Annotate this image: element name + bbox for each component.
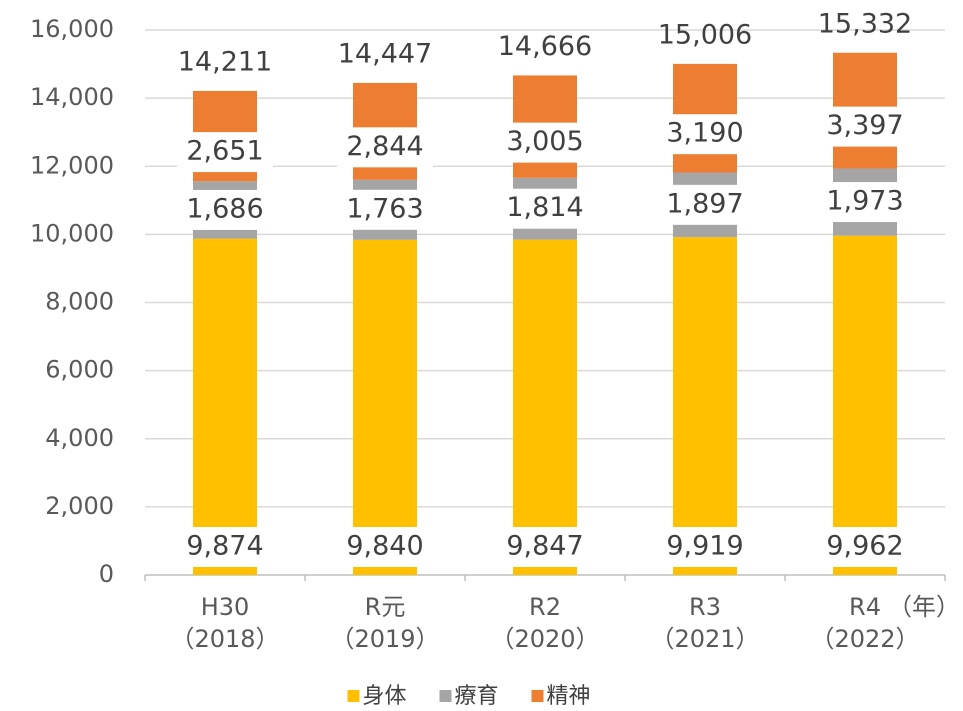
label-bg	[497, 188, 593, 229]
label-bg	[817, 527, 913, 567]
value-label: 14,211	[178, 46, 272, 77]
label-bg	[657, 114, 753, 155]
value-label: 9,840	[346, 531, 423, 562]
value-label: 9,962	[826, 531, 903, 562]
label-bg	[337, 127, 433, 168]
x-tick-label: R3	[689, 593, 721, 621]
legend-label: 療育	[455, 684, 499, 709]
value-label: 1,897	[666, 188, 743, 219]
value-label: 9,874	[186, 531, 263, 562]
bar-segment	[353, 239, 417, 575]
value-label: 2,844	[346, 131, 423, 162]
legend-swatch	[439, 690, 452, 702]
value-label: 9,847	[506, 531, 583, 562]
y-tick-label: 4,000	[45, 424, 114, 452]
value-label: 1,973	[826, 186, 903, 217]
value-label: 1,763	[346, 193, 423, 224]
bar-segment	[513, 239, 577, 576]
value-label: 3,190	[666, 118, 743, 149]
label-bg	[817, 106, 913, 147]
label-bg	[657, 527, 753, 567]
y-tick-label: 8,000	[45, 288, 114, 316]
x-tick-label: （2022）	[810, 625, 919, 653]
value-label: 2,651	[186, 136, 263, 167]
value-label: 14,666	[498, 31, 592, 62]
y-tick-label: 12,000	[30, 151, 114, 179]
value-label: 9,919	[666, 531, 743, 562]
x-tick-label: R2	[529, 593, 561, 621]
value-label: 15,332	[818, 8, 912, 39]
label-bg	[497, 527, 593, 567]
x-tick-label: （2018）	[170, 625, 279, 653]
y-tick-label: 14,000	[30, 83, 114, 111]
y-tick-label: 0	[99, 560, 114, 588]
value-label: 1,686	[186, 193, 263, 224]
x-tick-label: R4	[849, 593, 881, 621]
y-tick-label: 6,000	[45, 356, 114, 384]
legend-swatch	[531, 690, 544, 702]
x-tick-label: H30	[201, 593, 250, 621]
label-bg	[177, 189, 273, 230]
value-label: 3,397	[826, 110, 903, 141]
y-tick-label: 10,000	[30, 219, 114, 247]
label-bg	[497, 122, 593, 163]
bar-segment	[193, 238, 257, 575]
x-tick-label: R元	[365, 593, 406, 621]
y-tick-label: 2,000	[45, 492, 114, 520]
label-bg	[657, 184, 753, 225]
x-tick-label: （2020）	[490, 625, 599, 653]
value-label: 1,814	[506, 192, 583, 223]
label-bg	[337, 527, 433, 567]
legend-swatch	[347, 690, 360, 702]
bar-segment	[833, 235, 897, 575]
x-tick-label: （2019）	[330, 625, 439, 653]
label-bg	[817, 182, 913, 223]
bar-segment	[673, 237, 737, 575]
label-bg	[337, 189, 433, 230]
value-label: 15,006	[658, 19, 752, 50]
x-tick-label: （2021）	[650, 625, 759, 653]
value-label: 3,005	[506, 126, 583, 157]
x-unit: （年）	[888, 593, 960, 621]
label-bg	[177, 132, 273, 173]
legend-label: 身体	[363, 684, 407, 709]
legend-label: 精神	[547, 684, 591, 709]
y-tick-label: 16,000	[30, 15, 114, 43]
value-label: 14,447	[338, 38, 432, 69]
label-bg	[177, 527, 273, 567]
